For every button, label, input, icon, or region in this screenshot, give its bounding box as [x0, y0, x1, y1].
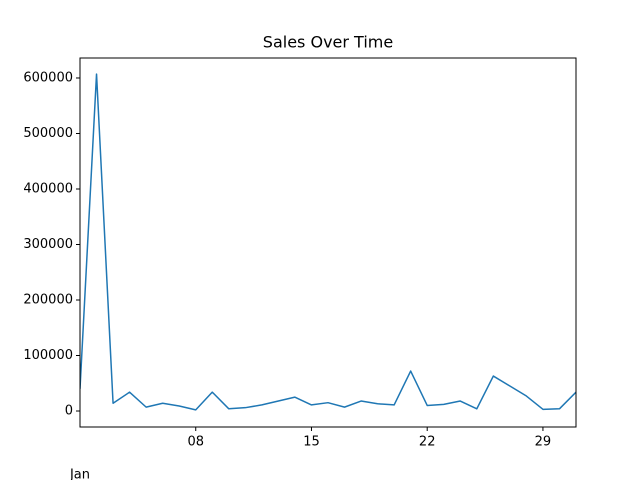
y-tick-label: 200000: [23, 293, 73, 308]
x-tick-label: 15: [303, 435, 320, 450]
y-tick-label: 0: [65, 404, 73, 419]
chart-title: Sales Over Time: [263, 33, 393, 52]
line-series: [80, 73, 576, 411]
y-tick-label: 500000: [23, 126, 73, 141]
y-tick-label: 400000: [23, 181, 73, 196]
x-tick-label: 08: [187, 435, 204, 450]
y-tick-label: 600000: [23, 70, 73, 85]
x-tick-label: 29: [535, 435, 552, 450]
plot-frame: [79, 57, 577, 428]
y-tick-label: 100000: [23, 348, 73, 363]
y-tick-label: 300000: [23, 237, 73, 252]
x-tick-label: 22: [419, 435, 436, 450]
x-offset-label: Jan: [69, 468, 90, 480]
